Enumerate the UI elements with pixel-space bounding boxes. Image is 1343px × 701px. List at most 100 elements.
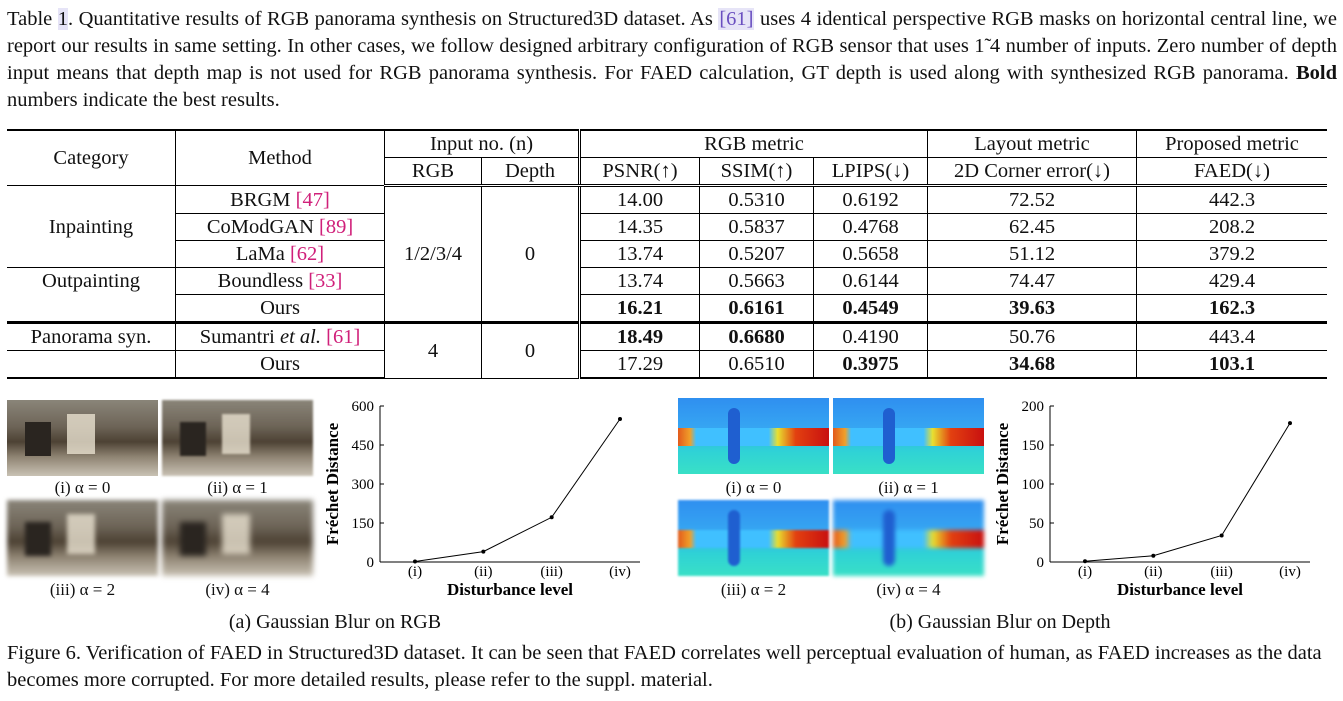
- data-point: [413, 559, 417, 564]
- data-point: [481, 549, 486, 554]
- faed-cell: 379.2: [1136, 240, 1327, 268]
- corner-cell: 39.63: [927, 294, 1137, 323]
- thumb-label: (ii) α = 1: [207, 478, 268, 497]
- y-tick-label: 150: [1022, 438, 1045, 454]
- table-number-link[interactable]: 1: [57, 8, 68, 30]
- y-tick-label: 150: [352, 516, 375, 532]
- citation-link[interactable]: [61]: [321, 326, 361, 348]
- ssim-cell: 0.5663: [699, 267, 814, 295]
- lpips-cell: 0.4190: [813, 321, 928, 351]
- y-tick-label: 300: [352, 477, 375, 493]
- header-depth: Depth: [481, 157, 580, 187]
- x-tick-label: (iv): [609, 564, 631, 580]
- table-row: Outpainting Boundless [33] 13.74 0.5663 …: [7, 267, 1327, 323]
- data-point: [1083, 559, 1087, 564]
- fd-chart-rgb: 0 150 300 450 600 (i) (ii) (iii) (iv) Disturbance…: [323, 399, 640, 599]
- header-input-no: Input no. (n): [384, 129, 580, 158]
- psnr-cell: 14.00: [578, 185, 700, 214]
- depth-map-thumbnail: [678, 398, 829, 474]
- header-proposed-metric: Proposed metric: [1136, 129, 1327, 158]
- ssim-cell: 0.5207: [699, 240, 814, 268]
- thumb-label: (ii) α = 1: [878, 478, 939, 497]
- citation-link[interactable]: [62]: [289, 243, 325, 265]
- header-rgb-metric: RGB metric: [578, 129, 928, 158]
- x-tick-label: (i): [1078, 564, 1092, 580]
- method-cell: Ours: [175, 350, 385, 379]
- data-point: [549, 515, 554, 520]
- header-corner: 2D Corner error(↓): [927, 157, 1137, 187]
- citation-link[interactable]: [89]: [319, 216, 354, 238]
- rgb-panorama-thumbnail: [162, 500, 313, 576]
- x-tick-label: (i): [408, 564, 422, 580]
- y-axis-label: Fréchet Distance: [993, 422, 1012, 545]
- depth-map-thumbnail: [833, 398, 984, 474]
- psnr-cell: 16.21: [578, 294, 700, 323]
- header-faed: FAED(↓): [1136, 157, 1327, 187]
- x-tick-label: (iv): [1279, 564, 1301, 580]
- lpips-cell: 0.6192: [813, 185, 928, 214]
- thumb-label: (iv) α = 4: [205, 580, 270, 599]
- header-rgb: RGB: [384, 157, 482, 187]
- y-tick-label: 200: [1022, 399, 1045, 415]
- method-cell: Ours: [175, 294, 385, 323]
- rgb-input-cell: 1/2/3/4: [384, 185, 482, 323]
- faed-cell: 208.2: [1136, 213, 1327, 241]
- table-row: Ours 16.21 0.6161 0.4549 39.63 162.3: [7, 294, 1327, 323]
- x-tick-label: (ii): [474, 564, 492, 580]
- x-tick-label: (iii): [1210, 564, 1233, 580]
- depth-map-thumbnail: [678, 500, 829, 576]
- x-axis-label: Disturbance level: [1117, 580, 1243, 599]
- lpips-cell: 0.5658: [813, 240, 928, 268]
- y-tick-label: 100: [1022, 477, 1045, 493]
- faed-cell: 103.1: [1136, 350, 1327, 379]
- header-layout-metric: Layout metric: [927, 129, 1137, 158]
- corner-cell: 74.47: [927, 267, 1137, 295]
- citation-link[interactable]: [33]: [308, 270, 343, 292]
- method-cell: LaMa [62]: [175, 240, 385, 268]
- psnr-cell: 17.29: [578, 350, 700, 379]
- series-line: [1084, 422, 1291, 562]
- citation-link[interactable]: [47]: [295, 188, 330, 211]
- header-lpips: LPIPS(↓): [813, 157, 928, 187]
- caption-text-1: . Quantitative results of RGB panorama s…: [67, 8, 719, 30]
- category-cell-empty: [7, 350, 176, 379]
- faed-cell: 442.3: [1136, 185, 1327, 214]
- table-row: CoModGAN [89] 14.35 0.5837 0.4768 62.45 …: [7, 213, 1327, 241]
- x-tick-label: (iii): [540, 564, 563, 580]
- psnr-cell: 13.74: [578, 240, 700, 268]
- method-cell: Boundless [33]: [175, 267, 385, 295]
- figure-caption: Figure 6. Verification of FAED in Struct…: [7, 642, 1322, 691]
- table-row: Inpainting BRGM [47] 1/2/3/4 0 14.00 0.5…: [7, 185, 1327, 323]
- rgb-panorama-thumbnail: [7, 400, 158, 476]
- method-cell: Sumantri et al. [61]: [175, 321, 385, 351]
- subfigure-label: (b) Gaussian Blur on Depth: [889, 611, 1111, 633]
- y-tick-label: 50: [1029, 516, 1044, 532]
- thumb-label: (iv) α = 4: [876, 580, 941, 599]
- ssim-cell: 0.6161: [699, 294, 814, 323]
- y-tick-label: 600: [352, 399, 375, 415]
- thumb-label: (iii) α = 2: [49, 580, 116, 599]
- citation-link[interactable]: [61]: [718, 8, 755, 30]
- lpips-cell: 0.4549: [813, 294, 928, 323]
- y-tick-label: 450: [352, 438, 375, 454]
- header-method: Method: [175, 129, 385, 186]
- category-cell: Outpainting: [7, 267, 176, 323]
- series-line: [414, 418, 621, 562]
- caption-bold-word: Bold: [1295, 62, 1337, 84]
- category-cell: Panorama syn.: [7, 321, 176, 351]
- corner-cell: 72.52: [927, 185, 1137, 214]
- data-point: [1288, 421, 1292, 426]
- psnr-cell: 14.35: [578, 213, 700, 241]
- data-point: [1219, 533, 1224, 538]
- x-tick-label: (ii): [1144, 564, 1162, 580]
- method-cell: BRGM [47]: [175, 185, 385, 214]
- header-psnr: PSNR(↑): [578, 157, 700, 187]
- thumb-label: (i) α = 0: [725, 478, 782, 497]
- psnr-cell: 18.49: [578, 321, 700, 351]
- thumb-label: (i) α = 0: [54, 478, 111, 497]
- rgb-panorama-thumbnail: [7, 500, 158, 576]
- thumb-label: (iii) α = 2: [720, 580, 787, 599]
- faed-cell: 443.4: [1136, 321, 1327, 351]
- header-category: Category: [7, 129, 176, 186]
- lpips-cell: 0.6144: [813, 267, 928, 295]
